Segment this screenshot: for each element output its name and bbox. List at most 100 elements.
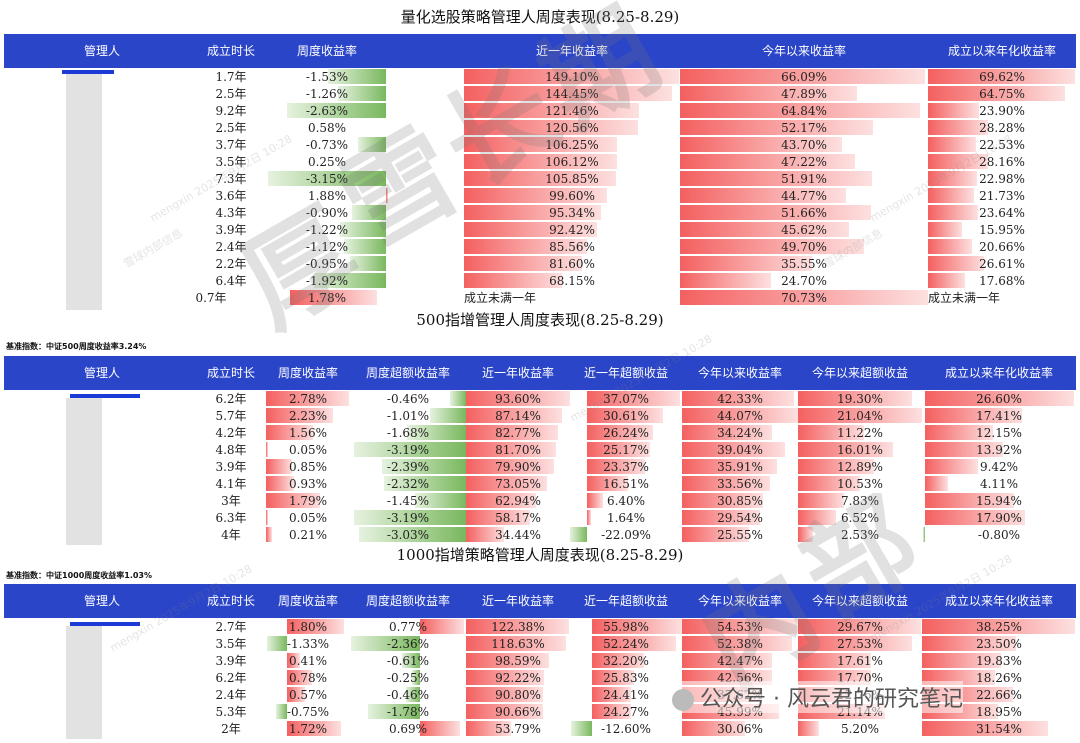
table-row: 6.3年 0.05% -3.19% 58.17% 1.64% 29.54% 6.52% 17.… [4, 509, 1076, 526]
table-row: 3.5年 -1.33% -2.36% 118.63% 52.24% 52.38% 27.53… [4, 635, 1076, 652]
ytd-cell: 44.07% [717, 409, 763, 423]
age-cell: 5.7年 [215, 409, 247, 423]
y1-cell: 81.60% [549, 257, 595, 271]
excess-week-cell: -2.36% [386, 637, 430, 651]
ytd-cell-bar [682, 527, 750, 542]
excess-y1-cell: 16.51% [603, 477, 649, 491]
week-cell: 1.56% [288, 426, 328, 440]
ann-cell-bar [928, 205, 978, 220]
y1-cell-bar [466, 476, 547, 491]
y1-cell: 106.25% [545, 138, 599, 152]
ytd-cell: 43.70% [781, 138, 827, 152]
y1-cell: 93.60% [495, 392, 541, 406]
age-cell: 3.5年 [215, 637, 247, 651]
excess-y1-cell: 24.41% [603, 688, 649, 702]
y1-cell-bar [466, 704, 543, 719]
age-cell: 6.2年 [215, 671, 247, 685]
excess-ytd-cell: 27.53% [837, 637, 883, 651]
section2-benchmark: 基准指数：中证500周度收益率3.24% [6, 342, 147, 351]
ann-cell-bar [925, 493, 1015, 508]
table-row: 3.6年 1.88% 99.60% 44.77% 21.73% [4, 187, 1076, 204]
header-3: 周度超额收益率 [365, 366, 450, 380]
ytd-cell-bar [680, 171, 873, 186]
week-cell-bar [287, 619, 344, 634]
table-row: 6.2年 0.78% -0.25% 92.22% 25.83% 42.56% 17.70% 1… [4, 669, 1076, 686]
header-6: 今年以来收益率 [697, 366, 782, 380]
header-2: 周度收益率 [296, 44, 357, 58]
ytd-cell-bar [680, 103, 920, 118]
age-cell: 3.5年 [215, 155, 247, 169]
ann-cell: 28.28% [979, 121, 1025, 135]
y1-cell-bar [464, 205, 602, 220]
y1-cell-bar [466, 442, 557, 457]
table-row: 2.5年 -1.26% 144.45% 47.89% 64.75% [4, 85, 1076, 102]
ytd-cell: 39.04% [717, 443, 763, 457]
week-cell: 1.80% [288, 620, 328, 634]
ann-cell-bar [925, 476, 949, 491]
table-row: 2.5年 0.58% 120.56% 52.17% 28.28% [4, 119, 1076, 136]
ytd-cell: 25.55% [717, 528, 763, 542]
header-7: 今年以来超额收益 [811, 594, 908, 608]
ytd-cell: 64.84% [781, 104, 827, 118]
excess-week-cell-bar [353, 510, 466, 525]
week-cell: 1.78% [307, 291, 347, 305]
ytd-cell-bar [680, 290, 928, 305]
week-cell: 0.78% [288, 671, 328, 685]
excess-y1-cell-bar [592, 670, 634, 685]
excess-ytd-cell: 16.01% [837, 443, 883, 457]
week-cell-bar [266, 476, 294, 491]
excess-y1-cell-bar [592, 704, 632, 719]
ann-cell-bar [925, 510, 1026, 525]
table-row: 6.2年 2.78% -0.46% 93.60% 37.07% 42.33% 19.30% 2… [4, 390, 1076, 407]
excess-week-cell: -3.19% [386, 511, 430, 525]
excess-ytd-cell: 10.53% [837, 477, 883, 491]
y1-cell-bar [466, 670, 544, 685]
week-cell: -0.95% [305, 257, 349, 271]
ann-cell: 69.62% [979, 70, 1025, 84]
y1-cell: 58.17% [495, 511, 541, 525]
manager-names-redacted [66, 626, 102, 739]
excess-ytd-cell: 12.89% [837, 460, 883, 474]
excess-ytd-cell-bar [798, 653, 871, 668]
ytd-cell: 42.33% [717, 392, 763, 406]
excess-ytd-cell: 5.20% [840, 722, 880, 736]
ann-cell: 15.94% [976, 494, 1022, 508]
ytd-cell-bar [682, 476, 771, 491]
y1-cell-bar [464, 154, 617, 169]
week-cell: 0.57% [288, 688, 328, 702]
ann-cell-bar [928, 171, 977, 186]
week-cell-bar [266, 391, 350, 406]
excess-ytd-cell: 2.53% [840, 528, 880, 542]
table-row: 2.7年 1.80% 0.77% 122.38% 55.98% 54.53% 29.67% 3… [4, 618, 1076, 635]
top-cutoff-strip [0, 0, 1080, 4]
ann-cell-bar [925, 391, 1074, 406]
excess-week-cell: -3.03% [386, 528, 430, 542]
excess-ytd-cell-bar [798, 391, 912, 406]
ytd-cell: 24.70% [781, 274, 827, 288]
week-cell: 1.72% [288, 722, 328, 736]
ann-cell-bar [928, 86, 1065, 101]
excess-week-cell-bar [419, 619, 465, 634]
excess-week-cell: 0.69% [388, 722, 428, 736]
ytd-cell-bar [680, 222, 849, 237]
ytd-cell: 52.38% [717, 637, 763, 651]
excess-week-cell-bar [419, 721, 460, 736]
week-cell: 0.25% [307, 155, 347, 169]
ann-cell-bar [928, 120, 988, 135]
y1-cell-bar [466, 510, 531, 525]
excess-y1-cell: 25.83% [603, 671, 649, 685]
excess-week-cell-bar [449, 391, 466, 406]
ann-cell: 23.90% [979, 104, 1025, 118]
y1-cell-bar [466, 636, 567, 651]
excess-ytd-cell-bar [798, 527, 813, 542]
y1-cell: 90.66% [495, 705, 541, 719]
excess-y1-cell-bar [586, 425, 653, 440]
manager-highlight [70, 394, 140, 398]
ann-cell-bar [922, 636, 1016, 651]
table-row: 6.4年 -1.92% 68.15% 24.70% 17.68% [4, 272, 1076, 289]
week-cell: 1.79% [288, 494, 328, 508]
excess-week-cell-bar [351, 636, 420, 651]
ytd-cell-bar [682, 636, 793, 651]
excess-y1-cell: 37.07% [603, 392, 649, 406]
y1-cell-bar [464, 256, 582, 271]
